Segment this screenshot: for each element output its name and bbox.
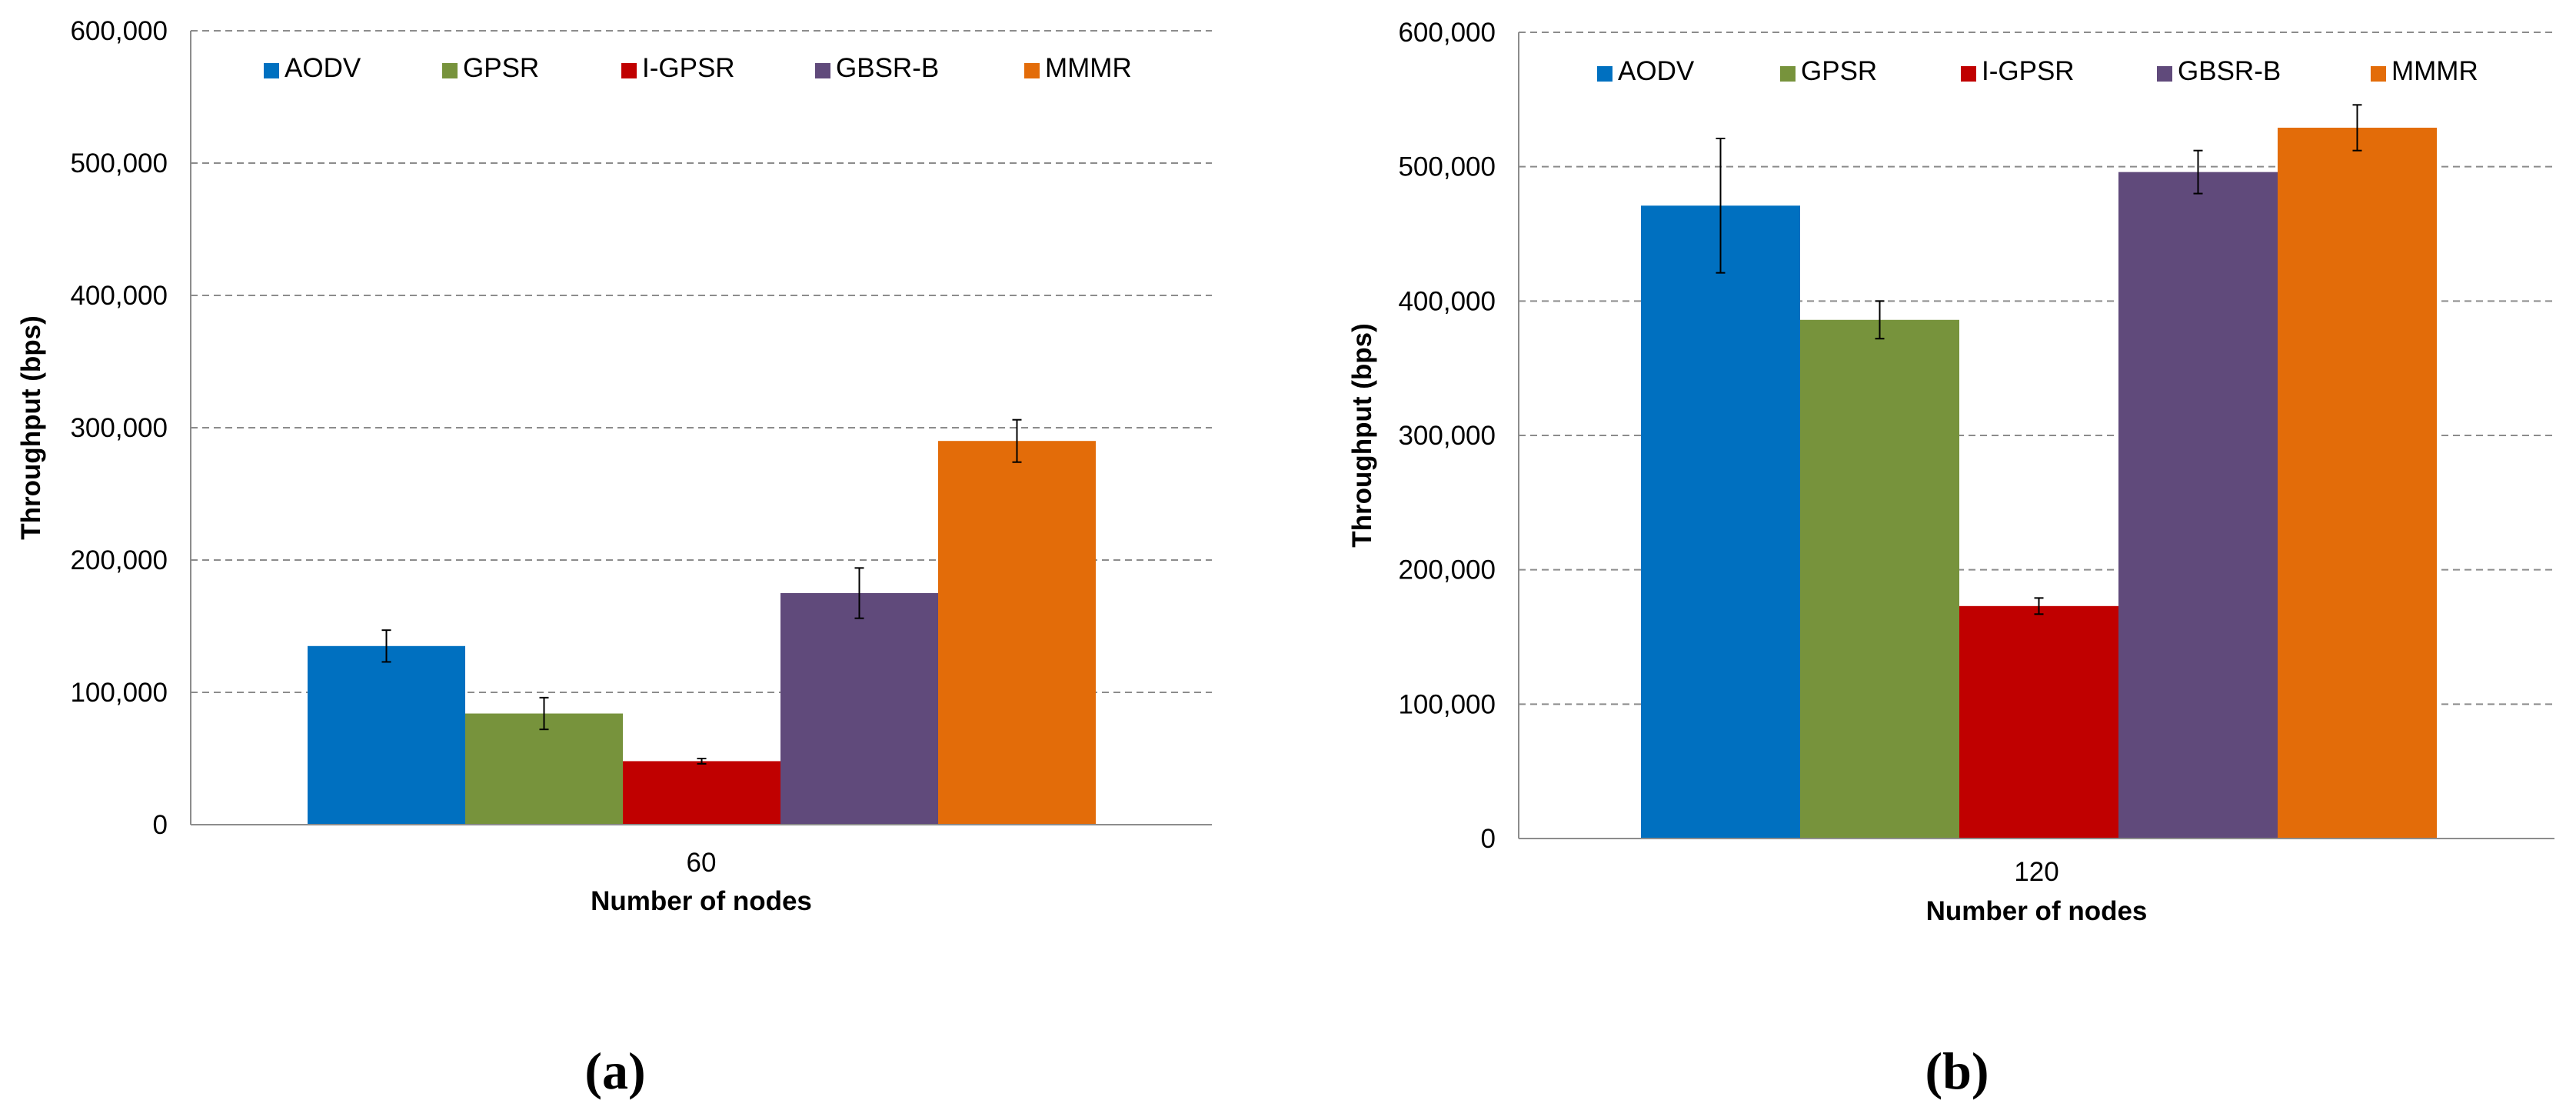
bars-a — [308, 441, 1096, 825]
legend-item: AODV — [1597, 56, 1695, 86]
y-tick-label: 0 — [1481, 824, 1496, 854]
error-bar-mmmr — [1012, 418, 1022, 463]
panel-label-a: (a) — [584, 1042, 645, 1100]
chart-panel-b: 0 100,000 200,000 300,000 400,000 500,00… — [1347, 18, 2554, 1100]
x-axis-title: Number of nodes — [1926, 896, 2148, 926]
legend-b: AODV GPSR I-GPSR GBSR-B MMMR — [1597, 56, 2478, 86]
y-tick-label: 0 — [153, 810, 168, 840]
bar-i-gpsr — [1959, 605, 2118, 839]
legend-item: GPSR — [1780, 56, 1877, 86]
x-tick-label: 60 — [687, 848, 717, 878]
legend-label: MMMR — [1045, 53, 1132, 83]
y-tick-label: 500,000 — [1398, 152, 1496, 182]
chart-panel-a: 0 100,000 200,000 300,000 400,000 500,00… — [16, 16, 1212, 1100]
error-bar-aodv — [1716, 137, 1726, 274]
y-axis-title: Throughput (bps) — [16, 315, 46, 540]
y-tick-label: 400,000 — [1398, 286, 1496, 316]
y-tick-label: 500,000 — [70, 148, 168, 178]
bar-gpsr — [465, 713, 623, 825]
legend-item: GBSR-B — [815, 53, 939, 83]
y-tick-label: 200,000 — [1398, 555, 1496, 585]
y-tick-label: 600,000 — [70, 16, 168, 46]
legend-swatch — [1597, 66, 1612, 82]
y-tick-label: 400,000 — [70, 281, 168, 311]
legend-swatch — [621, 63, 637, 78]
legend-swatch — [1961, 66, 1976, 82]
legend-item: GPSR — [442, 53, 539, 83]
error-bar-aodv — [381, 629, 391, 663]
error-bar-gpsr — [1875, 300, 1885, 340]
legend-item: AODV — [264, 53, 361, 83]
legend-label: MMMR — [2391, 56, 2478, 86]
legend-item: MMMR — [1024, 53, 1132, 83]
legend-item: I-GPSR — [1961, 56, 2075, 86]
panel-label-b: (b) — [1925, 1042, 1989, 1100]
legend-swatch — [1780, 66, 1796, 82]
y-tick-label: 100,000 — [70, 678, 168, 708]
legend-swatch — [815, 63, 830, 78]
legend-label: AODV — [285, 53, 361, 83]
y-tick-labels-b: 0 100,000 200,000 300,000 400,000 500,00… — [1398, 18, 1496, 854]
bar-aodv — [308, 645, 465, 825]
error-bar-gbsr-b — [854, 567, 864, 619]
y-tick-label: 300,000 — [70, 413, 168, 443]
bar-mmmr — [2278, 128, 2437, 839]
legend-item: MMMR — [2371, 56, 2478, 86]
legend-swatch — [1024, 63, 1040, 78]
legend-swatch — [2371, 66, 2386, 82]
legend-swatch — [442, 63, 458, 78]
legend-item: GBSR-B — [2157, 56, 2281, 86]
bar-gbsr-b — [780, 593, 938, 825]
legend-a: AODV GPSR I-GPSR GBSR-B MMMR — [264, 53, 1132, 83]
bar-aodv — [1641, 205, 1800, 839]
legend-swatch — [264, 63, 279, 78]
y-tick-labels-a: 0 100,000 200,000 300,000 400,000 500,00… — [70, 16, 168, 840]
legend-label: GPSR — [1801, 56, 1877, 86]
gridlines-a — [191, 30, 1212, 693]
legend-label: GPSR — [463, 53, 539, 83]
y-tick-label: 100,000 — [1398, 689, 1496, 719]
legend-swatch — [2157, 66, 2172, 82]
legend-item: I-GPSR — [621, 53, 735, 83]
bars-b — [1641, 128, 2437, 839]
legend-label: GBSR-B — [836, 53, 939, 83]
bar-i-gpsr — [623, 761, 780, 825]
error-bars-b — [1716, 104, 2362, 615]
legend-label: GBSR-B — [2178, 56, 2281, 86]
bar-gpsr — [1800, 319, 1959, 839]
bar-gbsr-b — [2118, 172, 2278, 839]
error-bars-a — [381, 418, 1022, 765]
error-bar-mmmr — [2352, 104, 2362, 152]
error-bar-gbsr-b — [2193, 149, 2203, 195]
error-bar-i-gpsr — [697, 758, 707, 765]
legend-label: I-GPSR — [642, 53, 735, 83]
error-bar-gpsr — [539, 696, 549, 731]
legend-label: AODV — [1618, 56, 1695, 86]
x-axis-title: Number of nodes — [591, 886, 812, 916]
y-tick-label: 600,000 — [1398, 18, 1496, 48]
error-bar-i-gpsr — [2034, 597, 2044, 615]
legend-label: I-GPSR — [1982, 56, 2075, 86]
y-tick-label: 300,000 — [1398, 421, 1496, 451]
x-tick-label: 120 — [2014, 857, 2058, 887]
y-axis-title: Throughput (bps) — [1347, 323, 1377, 548]
y-tick-label: 200,000 — [70, 545, 168, 575]
bar-mmmr — [938, 441, 1096, 825]
